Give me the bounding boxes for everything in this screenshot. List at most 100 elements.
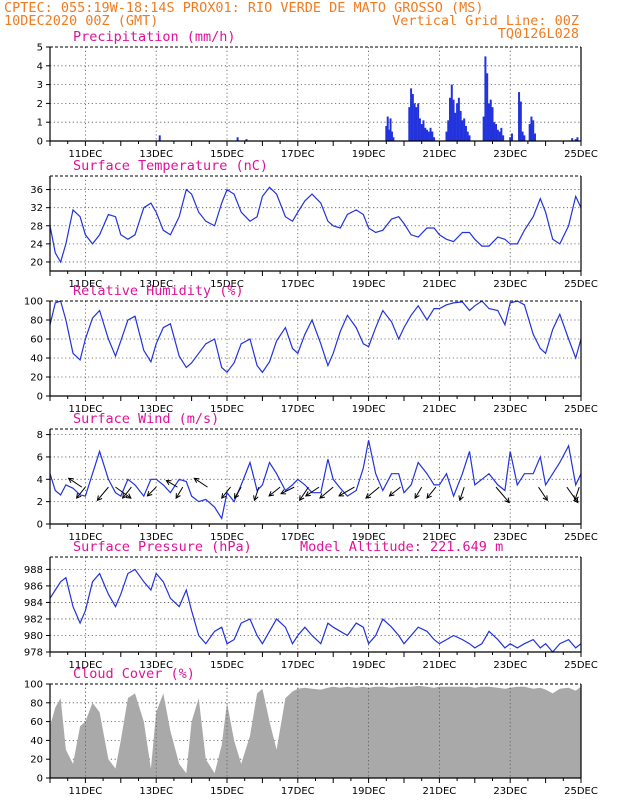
y-tick-label: 4 xyxy=(37,61,43,72)
y-tick-label: 60 xyxy=(30,717,43,728)
precip-bar xyxy=(519,101,522,141)
y-tick-label: 2 xyxy=(37,99,43,110)
pres-annotation: Model Altitude: 221.649 m xyxy=(300,539,503,555)
precip-bar xyxy=(500,127,503,141)
precip-frame xyxy=(49,47,582,142)
x-tick-label: 19DEC xyxy=(352,404,386,415)
x-tick-label: 19DEC xyxy=(352,532,386,543)
x-tick-label: 25DEC xyxy=(564,786,598,797)
temp-line xyxy=(49,186,582,264)
x-tick-label: 21DEC xyxy=(423,404,457,415)
x-tick-label: 13DEC xyxy=(139,660,173,671)
x-tick-label: 17DEC xyxy=(281,786,315,797)
precip-bar xyxy=(518,92,521,141)
header-model-id: TQ0126L028 xyxy=(498,26,579,42)
x-tick-label: 13DEC xyxy=(139,404,173,415)
x-tick-label: 25DEC xyxy=(564,532,598,543)
wind-arrowhead xyxy=(504,497,510,504)
precip-bar xyxy=(496,129,499,141)
x-tick-label: 15DEC xyxy=(210,149,244,160)
y-tick-label: 20 xyxy=(30,755,43,766)
wind-arrowhead xyxy=(414,493,420,500)
y-tick-label: 80 xyxy=(30,698,43,709)
temp-panel: Surface Temperature (nC) 20 24 28 32 36 11DEC 1… xyxy=(30,158,598,290)
wind-arrowhead xyxy=(268,491,275,497)
x-tick-label: 17DEC xyxy=(281,149,315,160)
pres-frame xyxy=(49,557,582,653)
precip-bar xyxy=(521,131,524,141)
x-tick-label: 13DEC xyxy=(139,279,173,290)
wind-arrowhead xyxy=(573,497,579,504)
x-tick-label: 13DEC xyxy=(139,786,173,797)
wind-arrowhead xyxy=(388,491,395,497)
wind-vector-arrow xyxy=(253,486,260,501)
y-tick-label: 0 xyxy=(37,774,43,785)
precip-bar xyxy=(510,133,513,141)
x-tick-label: 17DEC xyxy=(281,532,315,543)
wind-vector-arrow xyxy=(194,477,208,488)
wind-title: Surface Wind (m/s) xyxy=(73,411,219,427)
wind-arrowhead xyxy=(253,495,259,502)
y-tick-label: 40 xyxy=(30,736,43,747)
x-tick-label: 11DEC xyxy=(69,786,103,797)
y-tick-label: 36 xyxy=(30,185,43,196)
y-tick-label: 8 xyxy=(37,430,43,441)
precip-bar xyxy=(468,135,471,141)
x-tick-label: 15DEC xyxy=(210,279,244,290)
x-tick-label: 25DEC xyxy=(564,660,598,671)
precip-bar xyxy=(530,116,533,141)
precip-bar xyxy=(388,129,391,141)
wind-vector-arrow xyxy=(76,486,86,499)
x-tick-label: 19DEC xyxy=(352,279,386,290)
precip-bar xyxy=(484,56,487,141)
x-tick-label: 23DEC xyxy=(493,786,527,797)
precip-bar xyxy=(418,118,421,141)
wind-arrowhead xyxy=(125,493,132,499)
precip-bar xyxy=(415,107,418,141)
precip-bar xyxy=(410,88,413,141)
y-tick-label: 3 xyxy=(37,80,43,91)
precip-bar xyxy=(495,124,498,141)
y-tick-label: 986 xyxy=(24,581,43,592)
rh-panel: Relative Humidity (%) 0 20 40 60 80 100 11DEC 13… xyxy=(24,283,598,415)
cloud-title: Cloud Cover (%) xyxy=(73,666,195,682)
precip-bar xyxy=(571,138,574,141)
precip-bar xyxy=(422,120,425,141)
temp-frame xyxy=(49,176,582,272)
precip-bar xyxy=(498,131,501,141)
precip-bar xyxy=(449,97,452,141)
wind-arrowhead xyxy=(75,493,82,499)
x-tick-label: 19DEC xyxy=(352,149,386,160)
wind-vector-arrow xyxy=(426,486,437,499)
precip-bar xyxy=(413,103,416,141)
wind-vector-arrow xyxy=(338,486,355,497)
precip-bar xyxy=(463,118,466,141)
wind-vector-arrow xyxy=(365,486,380,499)
y-tick-label: 100 xyxy=(24,297,43,308)
x-tick-label: 15DEC xyxy=(210,532,244,543)
wind-arrowhead xyxy=(304,491,311,497)
x-tick-label: 25DEC xyxy=(564,149,598,160)
y-tick-label: 982 xyxy=(24,614,43,625)
y-tick-label: 20 xyxy=(30,257,43,268)
precip-bar xyxy=(502,135,505,141)
x-tick-label: 23DEC xyxy=(493,660,527,671)
y-tick-label: 984 xyxy=(24,598,43,609)
precip-bar xyxy=(509,137,512,141)
wind-panel: Surface Wind (m/s) 0 2 4 6 8 11DEC 13DEC 15DEC 17… xyxy=(37,411,598,543)
wind-vector-arrow xyxy=(389,486,401,497)
precip-bar xyxy=(447,120,450,141)
wind-vector-arrow xyxy=(166,480,178,488)
precip-bar xyxy=(392,137,395,141)
precip-bar xyxy=(408,107,411,141)
precip-bar xyxy=(576,137,579,141)
x-tick-label: 15DEC xyxy=(210,404,244,415)
wind-vector-arrow xyxy=(97,486,109,501)
precip-bar xyxy=(493,122,496,141)
precip-bar xyxy=(424,127,427,141)
wind-arrowhead xyxy=(165,479,172,486)
cloud-panel: Cloud Cover (%) 0 20 40 60 80 100 11DEC 13DEC 15D… xyxy=(24,666,598,797)
wind-line xyxy=(49,440,582,520)
y-tick-label: 0 xyxy=(37,520,43,531)
wind-arrowhead xyxy=(426,493,432,499)
